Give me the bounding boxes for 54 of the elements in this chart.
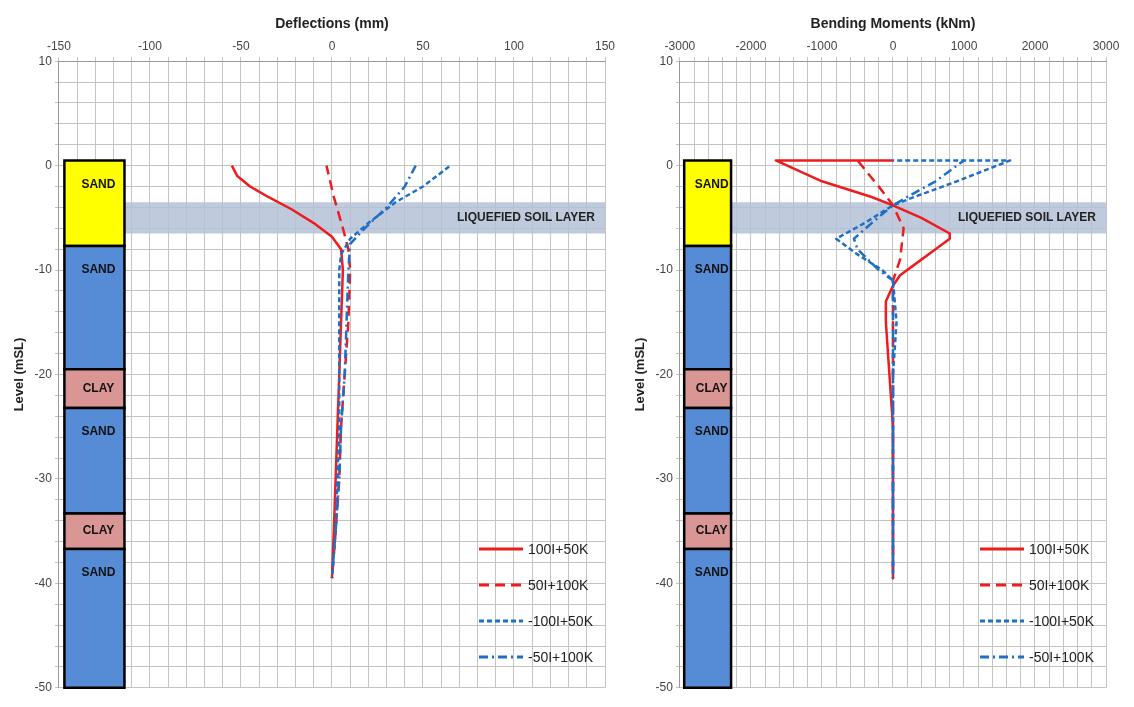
y-tick-label: 0 <box>666 157 674 172</box>
x-tick-label: 50 <box>416 39 430 54</box>
x-tick-label: -50 <box>232 39 250 54</box>
x-tick-label: 100 <box>503 39 525 54</box>
x-axis-title: Deflections (mm) <box>275 15 389 32</box>
y-tick-label: -50 <box>34 680 53 695</box>
y-tick-label: 10 <box>38 53 53 68</box>
y-tick-label: -20 <box>655 366 674 381</box>
x-tick-label: -100 <box>137 39 163 54</box>
x-tick-label: 0 <box>328 39 336 54</box>
y-tick-label: -10 <box>655 262 674 277</box>
legend-label: -100I+50K <box>528 613 593 629</box>
x-tick-label: 150 <box>594 39 616 54</box>
band-label: SAND <box>81 176 116 191</box>
y-tick-label: -50 <box>655 680 674 695</box>
x-tick-label: -3000 <box>664 39 696 54</box>
band-label: CLAY <box>82 523 115 538</box>
y-tick-label: -30 <box>34 471 53 486</box>
band-label: SAND <box>694 565 729 580</box>
legend-label: -50I+100K <box>1029 649 1094 665</box>
x-axis-title: Bending Moments (kNm) <box>810 15 976 32</box>
x-tick-label: 2000 <box>1021 39 1049 54</box>
y-tick-label: -10 <box>34 262 53 277</box>
x-tick-label: 3000 <box>1092 39 1120 54</box>
band-label: LIQUEFIED SOIL LAYER <box>456 210 596 225</box>
legend-label: 100I+50K <box>528 541 589 557</box>
band-label: CLAY <box>82 380 115 395</box>
x-tick-label: 0 <box>889 39 897 54</box>
y-tick-label: -30 <box>655 471 674 486</box>
band-label: SAND <box>81 565 116 580</box>
y-tick-label: -40 <box>655 575 674 590</box>
x-tick-label: -2000 <box>735 39 767 54</box>
band-label: SAND <box>81 424 116 439</box>
legend-label: 50I+100K <box>528 577 589 593</box>
band-label: CLAY <box>695 523 728 538</box>
y-axis-title: Level (mSL) <box>11 337 27 412</box>
y-axis-title: Level (mSL) <box>632 337 648 412</box>
band-label: SAND <box>81 262 116 277</box>
y-tick-label: 0 <box>45 157 53 172</box>
legend-label: 100I+50K <box>1029 541 1090 557</box>
x-tick-label: 1000 <box>950 39 978 54</box>
y-tick-label: -40 <box>34 575 53 590</box>
y-tick-label: 10 <box>659 53 674 68</box>
band-label: SAND <box>694 424 729 439</box>
legend-label: -100I+50K <box>1029 613 1094 629</box>
x-tick-label: -150 <box>46 39 72 54</box>
band-label: SAND <box>694 176 729 191</box>
y-tick-label: -20 <box>34 366 53 381</box>
legend-label: -50I+100K <box>528 649 593 665</box>
x-tick-label: -1000 <box>806 39 838 54</box>
band-label: LIQUEFIED SOIL LAYER <box>957 210 1097 225</box>
band-label: SAND <box>694 262 729 277</box>
band-label: CLAY <box>695 380 728 395</box>
legend-label: 50I+100K <box>1029 577 1090 593</box>
